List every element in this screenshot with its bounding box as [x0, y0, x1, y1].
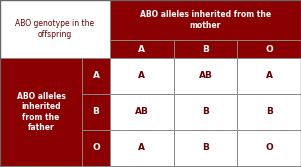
Bar — [174, 130, 237, 166]
Text: B: B — [202, 143, 209, 152]
Bar — [82, 94, 110, 130]
Text: O: O — [92, 143, 100, 152]
Text: AB: AB — [135, 108, 149, 117]
Bar — [0, 0, 110, 58]
Bar — [237, 130, 301, 166]
Text: B: B — [202, 44, 209, 53]
Text: O: O — [265, 44, 273, 53]
Bar — [110, 94, 174, 130]
Bar — [174, 94, 237, 130]
Bar — [82, 58, 110, 94]
Bar — [110, 40, 174, 58]
Text: A: A — [266, 71, 273, 80]
Bar — [110, 58, 174, 94]
Text: B: B — [202, 108, 209, 117]
Bar — [174, 40, 237, 58]
Text: A: A — [138, 71, 145, 80]
Bar — [237, 58, 301, 94]
Bar — [0, 58, 82, 166]
Bar — [110, 130, 174, 166]
Text: A: A — [138, 143, 145, 152]
Text: B: B — [266, 108, 273, 117]
Bar — [237, 94, 301, 130]
Text: ABO genotype in the
offspring: ABO genotype in the offspring — [15, 19, 95, 39]
Text: B: B — [93, 108, 99, 117]
Bar — [174, 58, 237, 94]
Bar — [237, 40, 301, 58]
Text: A: A — [92, 71, 100, 80]
Text: A: A — [138, 44, 145, 53]
Bar — [110, 0, 301, 40]
Bar — [82, 130, 110, 166]
Text: O: O — [265, 143, 273, 152]
Text: ABO alleles inherited from the
mother: ABO alleles inherited from the mother — [140, 10, 271, 30]
Text: ABO alleles
inherited
from the
father: ABO alleles inherited from the father — [17, 92, 65, 132]
Text: AB: AB — [199, 71, 213, 80]
